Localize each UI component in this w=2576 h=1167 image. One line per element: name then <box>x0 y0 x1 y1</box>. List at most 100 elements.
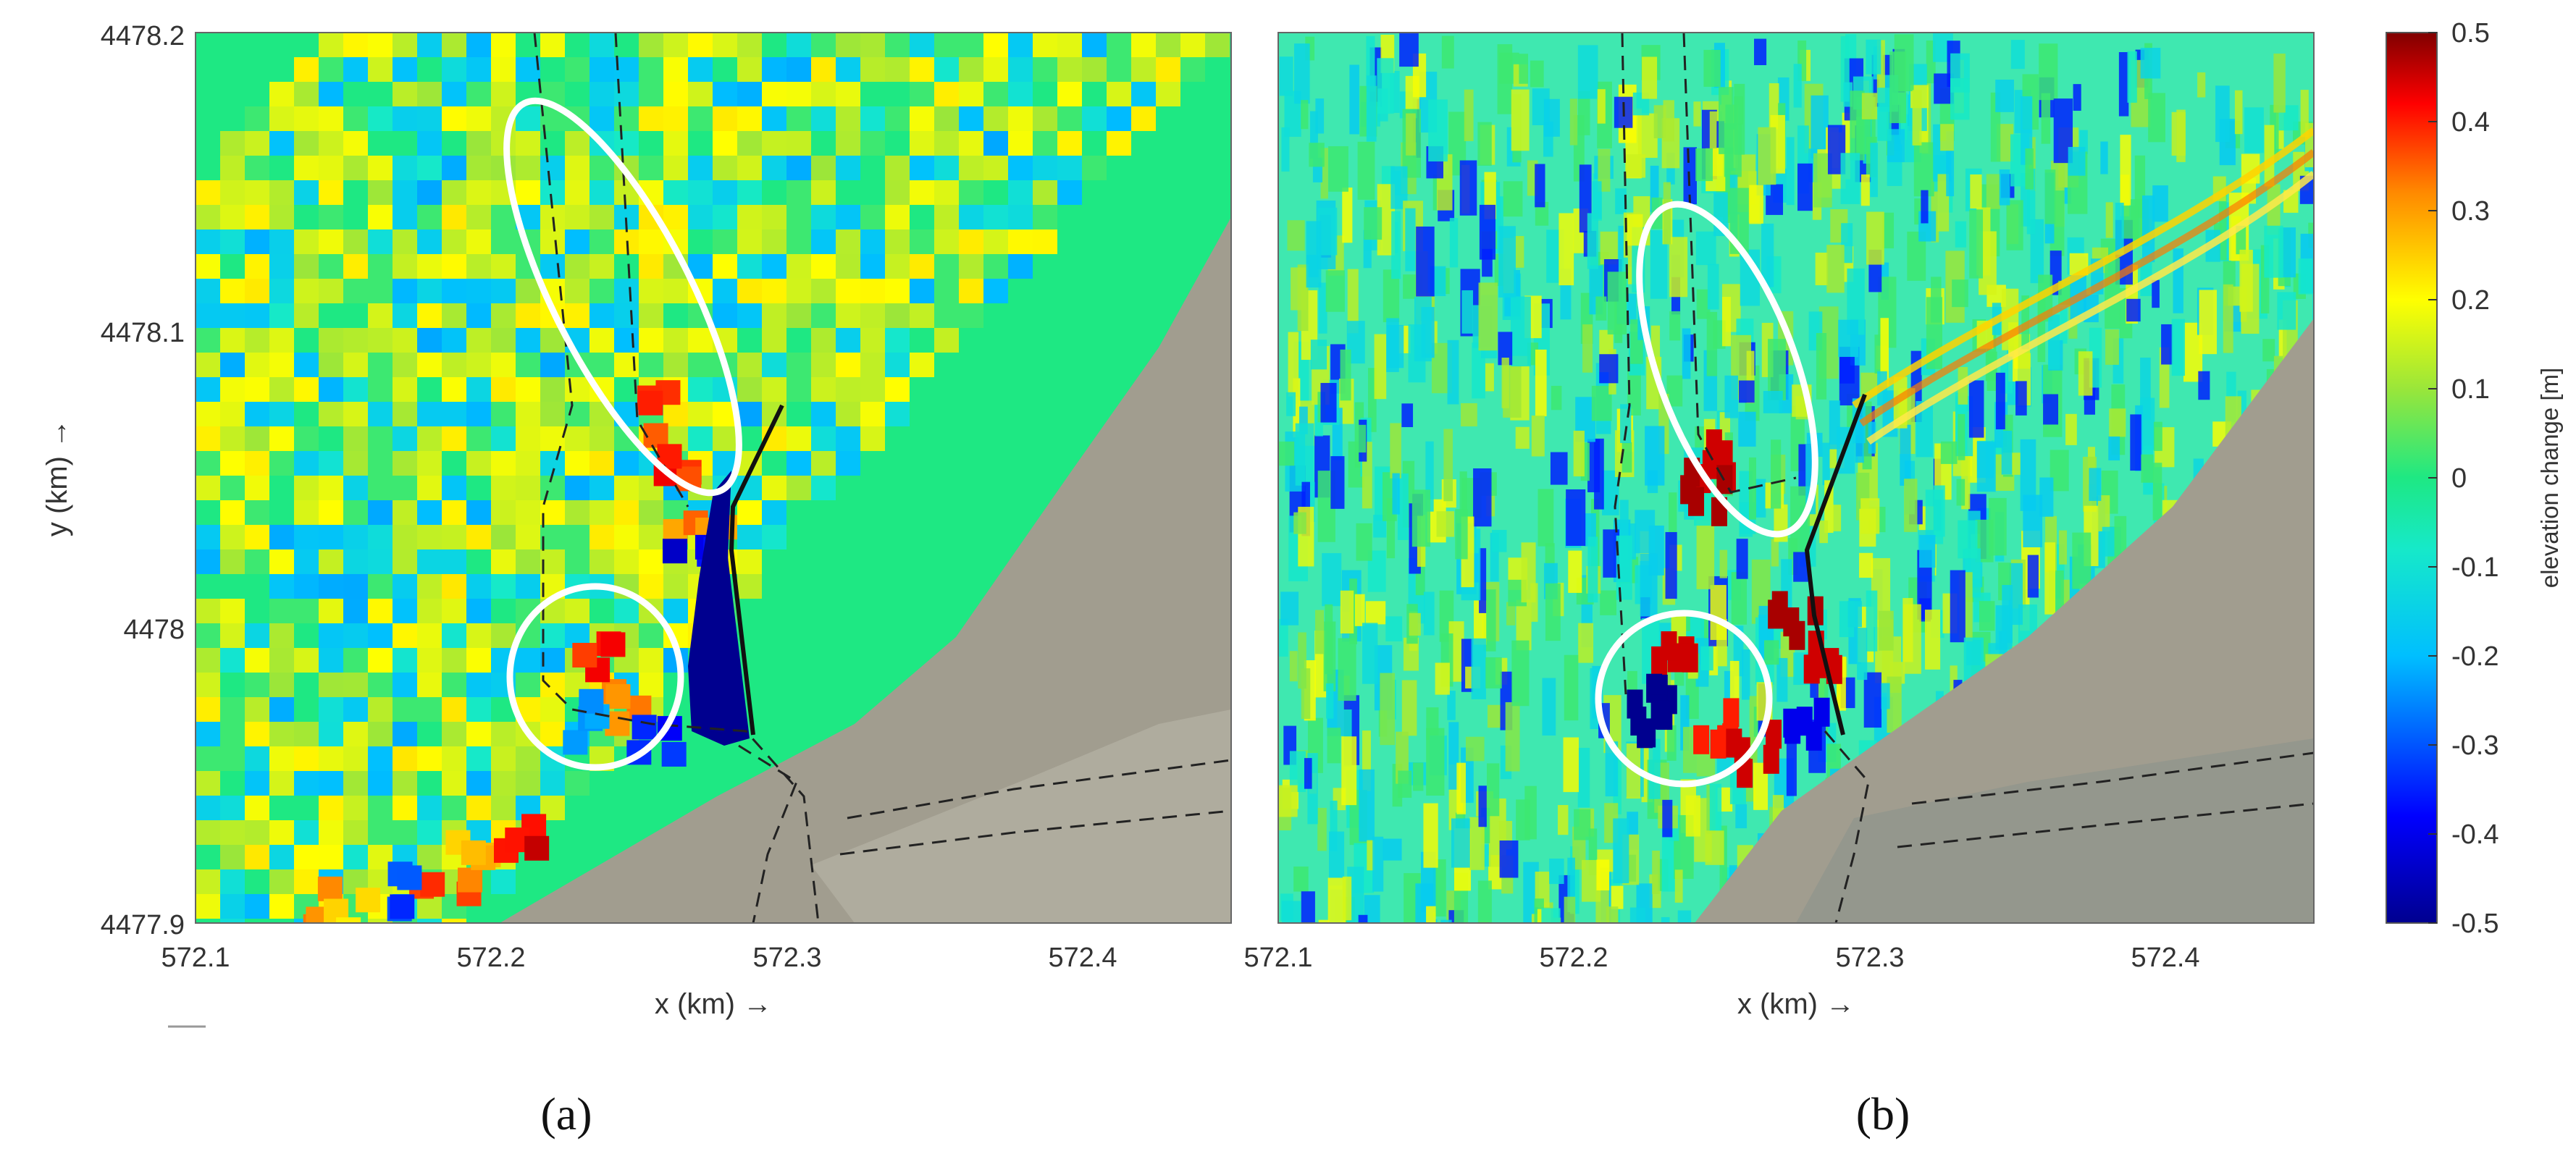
field-cell <box>737 353 762 377</box>
field-cell <box>343 106 368 131</box>
field-streak <box>1919 534 1936 568</box>
field-cell <box>294 746 319 771</box>
field-cell <box>565 771 590 796</box>
field-streak <box>1950 78 1970 120</box>
field-cell <box>786 451 811 476</box>
field-streak <box>1328 146 1348 192</box>
field-streak <box>1385 616 1403 641</box>
field-cell <box>910 353 934 377</box>
field-cell <box>516 574 540 599</box>
field-cell <box>368 279 393 303</box>
field-streak <box>2044 542 2056 615</box>
field-cell <box>590 279 614 303</box>
field-streak <box>1456 762 1467 814</box>
field-cell <box>590 303 614 328</box>
field-streak <box>2105 329 2119 365</box>
field-cell <box>836 451 860 476</box>
field-cell <box>269 377 294 402</box>
field-streak <box>1746 350 1755 403</box>
field-cell <box>442 402 466 426</box>
field-streak <box>1294 43 1310 104</box>
field-streak <box>1543 98 1560 137</box>
field-streak <box>1900 424 1911 486</box>
field-cell <box>343 156 368 180</box>
field-cell <box>466 377 491 402</box>
field-streak <box>1401 680 1417 736</box>
field-streak <box>1650 229 1668 299</box>
field-streak <box>1588 828 1598 876</box>
field-cell <box>885 377 910 402</box>
field-cell <box>811 328 836 353</box>
panel-a-circle-annotation <box>506 583 684 771</box>
field-cell <box>442 919 466 923</box>
field-cell <box>393 328 417 353</box>
field-cell <box>245 746 269 771</box>
field-cell <box>836 303 860 328</box>
field-cell <box>245 254 269 279</box>
field-cell <box>466 353 491 377</box>
field-cell <box>196 279 220 303</box>
field-streak <box>1459 471 1467 541</box>
field-cell <box>245 845 269 869</box>
field-streak <box>2039 43 2058 101</box>
field-streak <box>1783 708 1800 738</box>
field-streak <box>1640 718 1656 748</box>
field-streak <box>1366 75 1377 142</box>
field-cell <box>466 180 491 205</box>
field-streak <box>1666 152 1675 185</box>
field-cell <box>196 894 220 919</box>
field-streak <box>2140 397 2155 450</box>
field-cell <box>417 180 442 205</box>
field-streak <box>1968 380 1984 438</box>
field-streak <box>1479 548 1487 613</box>
field-cell <box>393 377 417 402</box>
field-cell <box>269 303 294 328</box>
field-cell <box>269 106 294 131</box>
field-cell <box>737 57 762 82</box>
field-cell <box>245 156 269 180</box>
field-cell <box>196 869 220 894</box>
field-streak <box>1535 164 1545 208</box>
field-streak <box>1599 354 1619 384</box>
field-cell <box>762 353 786 377</box>
field-cell <box>245 894 269 919</box>
field-cell <box>356 926 381 951</box>
field-cell <box>491 869 516 894</box>
field-streak <box>1776 657 1788 702</box>
field-cell <box>442 82 466 106</box>
field-cell <box>220 697 245 722</box>
field-cell <box>910 131 934 156</box>
field-cell <box>319 820 343 845</box>
field-cell <box>663 106 688 131</box>
field-streak <box>1842 112 1850 180</box>
field-cell <box>291 922 316 923</box>
field-cell <box>885 180 910 205</box>
field-cell <box>417 599 442 623</box>
field-cell <box>811 205 836 229</box>
field-cell <box>442 746 466 771</box>
field-cell <box>466 673 491 697</box>
field-cell <box>1107 106 1131 131</box>
field-cell <box>590 451 614 476</box>
field-streak <box>1424 919 1438 923</box>
field-streak <box>1435 662 1450 695</box>
field-streak <box>1515 426 1530 449</box>
field-cell <box>688 205 713 229</box>
panel-a-xlabel: x (km) → <box>655 988 772 1020</box>
field-cell <box>516 746 540 771</box>
field-cell <box>983 82 1008 106</box>
field-streak <box>1289 651 1298 682</box>
field-streak <box>1619 500 1629 567</box>
field-streak <box>2044 169 2056 224</box>
field-streak <box>1952 279 1968 308</box>
field-cell <box>196 353 220 377</box>
field-streak <box>1986 174 2000 209</box>
field-streak <box>1479 204 1495 260</box>
field-cell <box>294 156 319 180</box>
field-streak <box>1721 296 1732 347</box>
field-cell <box>420 872 445 897</box>
field-cell <box>860 426 885 451</box>
field-cell <box>491 500 516 525</box>
field-cell <box>294 722 319 746</box>
field-cell <box>737 303 762 328</box>
